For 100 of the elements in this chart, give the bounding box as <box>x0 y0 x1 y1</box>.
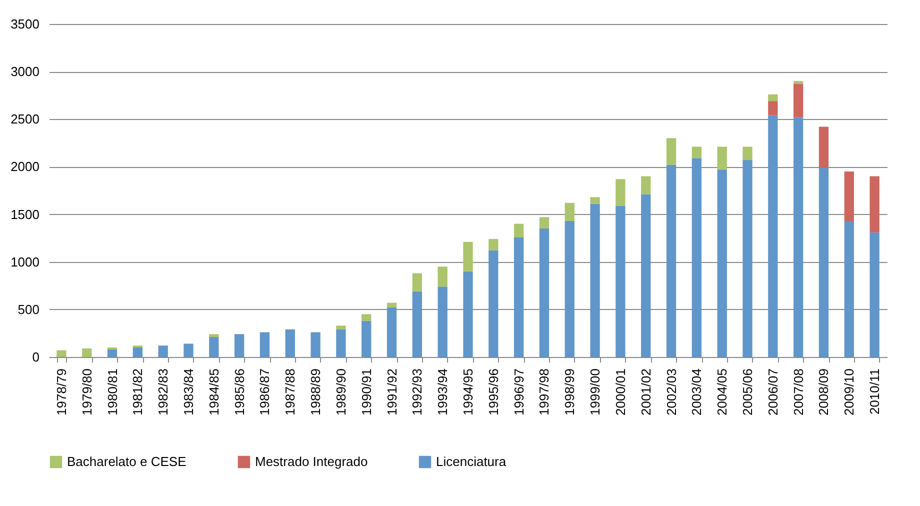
bar <box>641 194 651 357</box>
x-tick-label: 1988/89 <box>308 368 324 416</box>
x-tick-label: 2009/10 <box>842 368 857 416</box>
y-tick-label: 1500 <box>10 206 40 222</box>
y-tick-label: 2500 <box>10 112 40 127</box>
y-tick-label: 500 <box>18 302 40 317</box>
bar <box>742 160 752 357</box>
x-tick-label: 1987/88 <box>282 368 298 416</box>
x-tick-label: 2010/11 <box>867 368 882 415</box>
bar <box>336 329 346 357</box>
bar <box>209 337 219 357</box>
x-tick-label: 1994/95 <box>460 368 476 416</box>
bar <box>616 206 626 357</box>
bar <box>336 326 346 330</box>
x-tick-label: 1991/92 <box>384 368 400 416</box>
bar <box>590 197 600 204</box>
bar <box>488 250 498 357</box>
x-tick-label: 1979/80 <box>79 368 94 416</box>
bar <box>742 146 752 160</box>
x-tick-label: 2005/06 <box>740 368 756 416</box>
bar <box>438 286 448 357</box>
bar <box>438 266 448 287</box>
x-tick-label: 1990/91 <box>358 368 374 416</box>
x-tick-label: 1986/87 <box>257 368 272 416</box>
x-tick-label: 1992/93 <box>410 368 425 416</box>
bar <box>666 138 676 165</box>
bar <box>412 291 422 357</box>
bar <box>107 349 118 357</box>
bar <box>870 232 880 357</box>
bar <box>386 302 397 308</box>
bar <box>590 204 600 357</box>
bar <box>818 126 829 168</box>
bar <box>539 228 550 357</box>
bar <box>82 348 92 357</box>
bar <box>793 117 804 357</box>
x-tick-label: 1980/81 <box>104 368 120 416</box>
y-tick-label: 3000 <box>10 64 40 80</box>
x-tick-label: 1997/98 <box>536 368 552 416</box>
bar <box>870 176 880 232</box>
bar <box>539 217 550 229</box>
bar <box>793 81 804 84</box>
bar <box>641 176 651 194</box>
x-tick-label: 1993/94 <box>435 368 450 416</box>
bar <box>209 334 219 338</box>
y-tick-label: 0 <box>32 350 40 364</box>
bar <box>56 350 66 357</box>
x-tick-label: 1978/79 <box>54 368 69 416</box>
bar <box>514 224 524 238</box>
x-tick-label: 1983/84 <box>180 368 196 416</box>
y-tick-label: 2000 <box>10 159 40 174</box>
x-tick-label: 1995/96 <box>486 368 501 416</box>
bar <box>234 334 244 357</box>
bar <box>616 179 626 206</box>
bar <box>285 329 295 357</box>
bar <box>818 168 829 357</box>
bar <box>768 94 778 102</box>
bar <box>793 84 804 118</box>
x-tick-label: 1984/85 <box>206 368 222 416</box>
bar <box>514 237 524 357</box>
x-tick-label: 1981/82 <box>130 368 146 416</box>
bar <box>132 347 143 357</box>
x-tick-label: 2001/02 <box>638 368 654 416</box>
x-tick-label: 1982/83 <box>156 368 171 416</box>
x-tick-label: 1996/97 <box>511 368 526 416</box>
bar <box>717 170 727 357</box>
bar <box>768 115 778 357</box>
bar <box>386 308 397 357</box>
bar <box>844 171 854 221</box>
bar <box>692 146 702 158</box>
bar <box>463 271 473 357</box>
legend-label: Bacharelato e CESE <box>67 454 187 469</box>
y-tick-label: 3500 <box>10 16 40 32</box>
x-tick-label: 2002/03 <box>664 368 679 416</box>
x-tick-label: 1998/99 <box>562 368 578 416</box>
x-tick-label: 2000/01 <box>612 368 628 416</box>
legend-label: Licenciatura <box>436 454 507 469</box>
legend-label: Mestrado Integrado <box>255 454 368 469</box>
x-tick-label: 1989/90 <box>333 368 348 416</box>
bar <box>463 242 473 272</box>
bar <box>184 344 194 357</box>
bar <box>564 220 574 357</box>
x-tick-label: 1999/00 <box>588 368 603 416</box>
bar <box>488 239 498 250</box>
x-tick-label: 2008/09 <box>816 368 832 416</box>
bar <box>692 158 702 357</box>
x-tick-label: 2003/04 <box>689 368 704 416</box>
y-tick-label: 1000 <box>10 254 40 270</box>
bar <box>310 332 320 357</box>
bar <box>260 332 270 357</box>
x-tick-label: 2006/07 <box>765 368 780 416</box>
bar <box>768 101 778 116</box>
bar <box>158 346 168 357</box>
x-tick-label: 2007/08 <box>790 368 806 416</box>
bar <box>564 202 574 221</box>
bar <box>666 164 676 357</box>
bar <box>844 220 854 357</box>
x-tick-label: 2004/05 <box>714 368 730 416</box>
bar <box>362 320 372 357</box>
bar <box>412 273 422 292</box>
bar <box>717 146 727 170</box>
